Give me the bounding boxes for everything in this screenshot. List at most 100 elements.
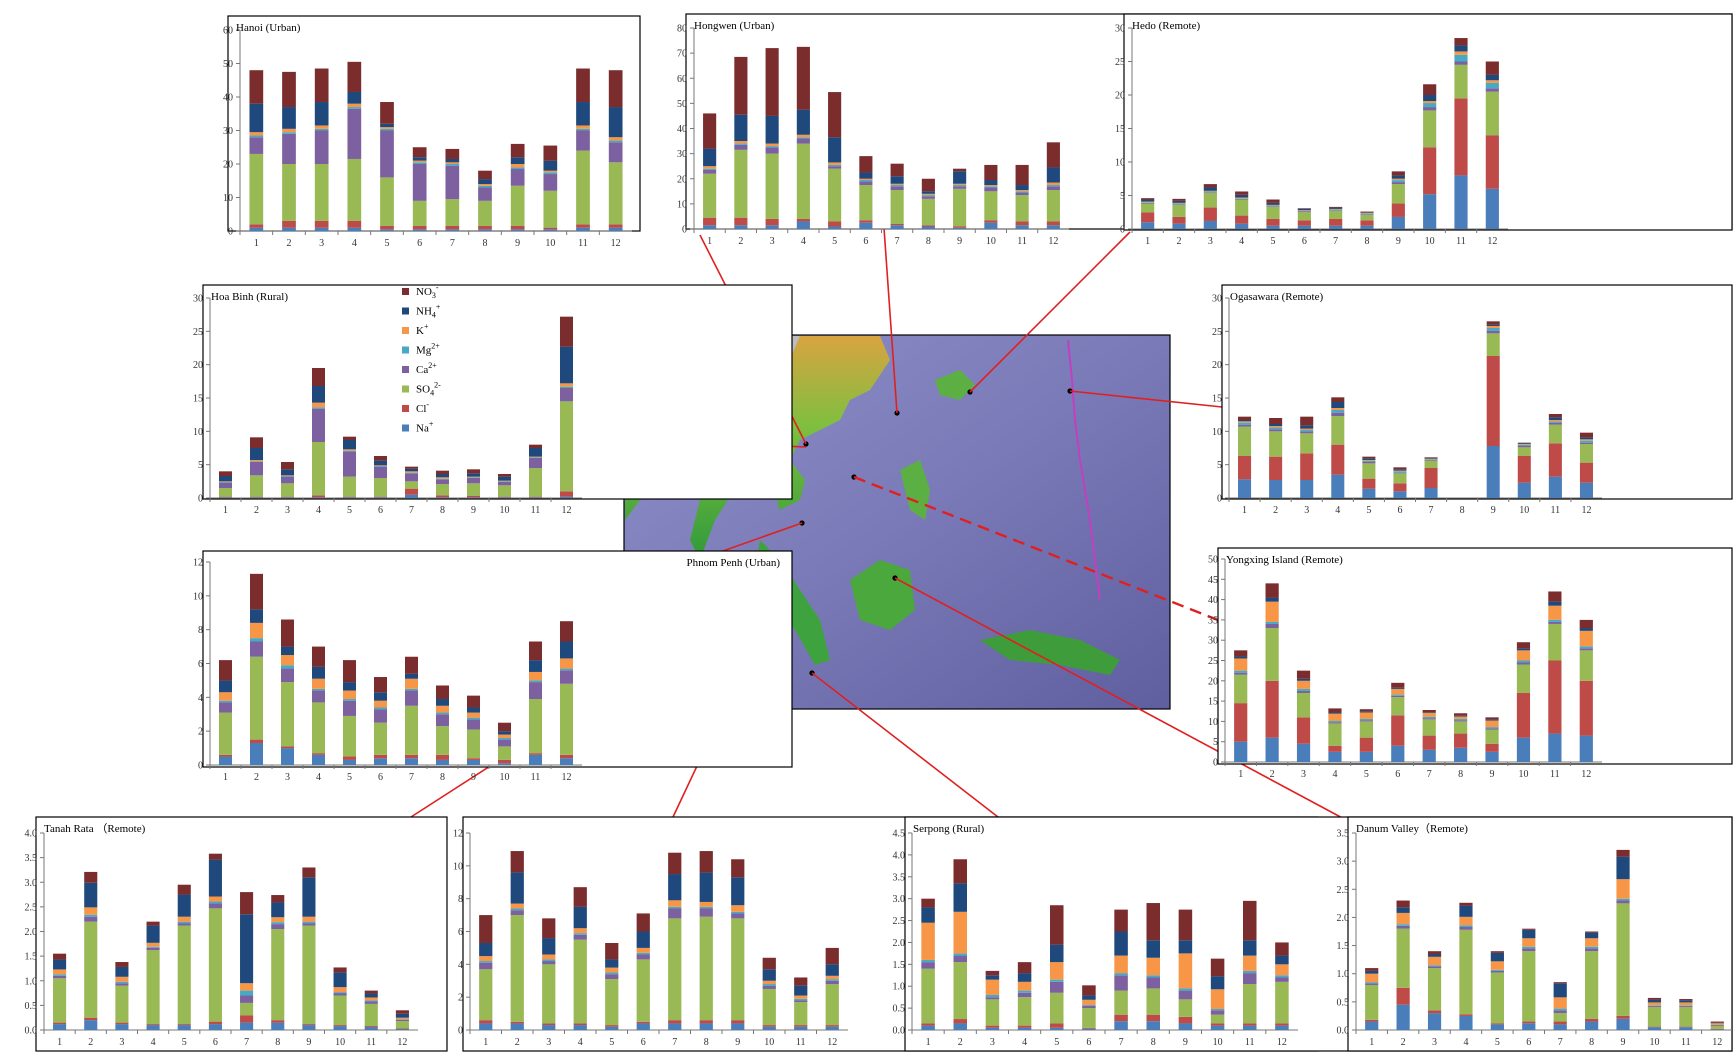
bar-segment-nh4 <box>1522 929 1536 939</box>
bar-segment-ca2 <box>1235 198 1249 200</box>
bar-segment-k <box>1331 408 1345 410</box>
bar-segment-ca2 <box>177 923 191 926</box>
bar-segment-cl <box>342 496 357 498</box>
bar-segment-no3 <box>890 163 904 177</box>
bar-segment-so4-2 <box>1114 990 1128 1015</box>
bar-segment-no3 <box>466 695 481 708</box>
bar-segment-cl <box>1647 1026 1662 1028</box>
bar-segment-nh4 <box>1242 940 1257 956</box>
bar-segment-cl <box>497 496 512 498</box>
bar-segment-so4-2 <box>1423 110 1437 148</box>
bar-segment-mg2 <box>404 688 419 691</box>
bar-segment-mg2 <box>1238 422 1252 425</box>
x-tick-label: 2 <box>738 236 743 247</box>
y-tick-label: 3.0 <box>893 894 906 905</box>
bar-segment-mg2 <box>559 668 574 671</box>
bar-segment-na <box>1015 225 1029 229</box>
y-tick-label: 10 <box>1208 717 1218 728</box>
bar-segment-ca2 <box>921 196 935 199</box>
bar-segment-na <box>395 1029 409 1030</box>
bar-segment-cl <box>1178 1016 1193 1024</box>
bar-segment-cl <box>84 1017 98 1021</box>
y-tick-label: 0 <box>198 494 203 505</box>
y-tick-label: 0 <box>1217 494 1222 505</box>
bar-segment-na <box>218 756 233 765</box>
bar-segment-mg2 <box>271 922 285 925</box>
bar-segment-no3 <box>311 368 326 386</box>
bar-segment-no3 <box>1178 909 1193 941</box>
bar-segment-nh4 <box>794 985 808 996</box>
bar-segment-so4-2 <box>84 921 98 1018</box>
bar-segment-mg2 <box>1454 718 1468 721</box>
bar-segment-no3 <box>1391 682 1405 688</box>
bar-segment-mg2 <box>796 137 810 139</box>
bar-segment-na <box>1585 1021 1599 1030</box>
bar-segment-ca2 <box>1391 182 1405 185</box>
bar-segment-no3 <box>435 685 450 700</box>
x-tick-label: 2 <box>958 1037 963 1048</box>
bar-segment-nh4 <box>1203 187 1217 191</box>
bar-segment-mg2 <box>1275 975 1289 978</box>
bar-segment-no3 <box>1266 199 1280 203</box>
bar-segment-no3 <box>478 170 492 180</box>
bar-segment-ca2 <box>249 462 264 476</box>
chart-title: Hanoi (Urban) <box>236 22 301 34</box>
bar-segment-no3 <box>218 471 233 476</box>
bar-segment-cl <box>380 225 394 230</box>
bar-segment-no3 <box>347 61 362 92</box>
bar-segment-cl <box>636 1021 650 1024</box>
bar-segment-nh4 <box>1710 1022 1724 1024</box>
bar-segment-so4-2 <box>412 200 427 226</box>
bar-segment-cl <box>1297 220 1311 226</box>
bar-segment-na <box>984 222 998 229</box>
bar-segment-k <box>1275 964 1289 976</box>
bar-segment-ca2 <box>796 138 810 144</box>
y-tick-label: 40 <box>223 93 233 104</box>
bar-segment-na <box>734 225 748 229</box>
y-tick-label: 2.5 <box>25 902 38 913</box>
x-tick-label: 3 <box>1208 236 1213 247</box>
bar-segment-cl <box>311 495 326 498</box>
bar-segment-ca2 <box>1046 186 1060 191</box>
bar-segment-cl <box>1517 456 1531 483</box>
bar-segment-k <box>1459 916 1473 926</box>
bar-segment-mg2 <box>825 979 839 981</box>
bar-segment-ca2 <box>280 668 295 683</box>
legend-label: NO3- <box>416 283 439 300</box>
bar-segment-na <box>1423 194 1437 229</box>
y-tick-label: 1.5 <box>25 952 38 963</box>
bar-segment-mg2 <box>249 461 264 462</box>
bar-segment-na <box>404 758 419 765</box>
bar-segment-so4-2 <box>510 185 525 226</box>
bar-segment-cl <box>1015 221 1029 226</box>
bar-segment-cl <box>1235 215 1249 224</box>
bar-segment-cl <box>796 218 810 222</box>
y-tick-label: 12 <box>193 558 203 569</box>
bar-segment-na <box>890 225 904 229</box>
bar-segment-no3 <box>412 147 427 158</box>
bar-segment-nh4 <box>1517 443 1531 444</box>
bar-segment-nh4 <box>280 469 295 476</box>
bar-segment-na <box>146 1025 160 1030</box>
bar-segment-ca2 <box>1486 330 1500 334</box>
bar-segment-k <box>953 911 968 954</box>
bar-segment-nh4 <box>497 476 512 481</box>
bar-segment-no3 <box>280 619 295 647</box>
bar-segment-no3 <box>1396 900 1410 908</box>
bar-segment-so4-2 <box>734 149 748 218</box>
bar-segment-ca2 <box>528 458 543 468</box>
bar-segment-k <box>497 734 512 738</box>
bar-segment-ca2 <box>478 187 492 201</box>
bar-segment-ca2 <box>1331 412 1345 416</box>
bar-segment-k <box>1172 202 1186 204</box>
y-tick-label: 3.5 <box>25 853 38 864</box>
bar-segment-nh4 <box>1141 199 1155 202</box>
bar-segment-cl <box>412 225 427 230</box>
bar-segment-no3 <box>497 722 512 732</box>
bar-segment-k <box>314 125 329 129</box>
bar-segment-mg2 <box>1265 621 1279 624</box>
bar-segment-mg2 <box>380 128 394 131</box>
bar-segment-ca2 <box>953 955 968 963</box>
x-tick-label: 6 <box>1397 505 1402 516</box>
x-tick-label: 5 <box>1364 769 1369 780</box>
